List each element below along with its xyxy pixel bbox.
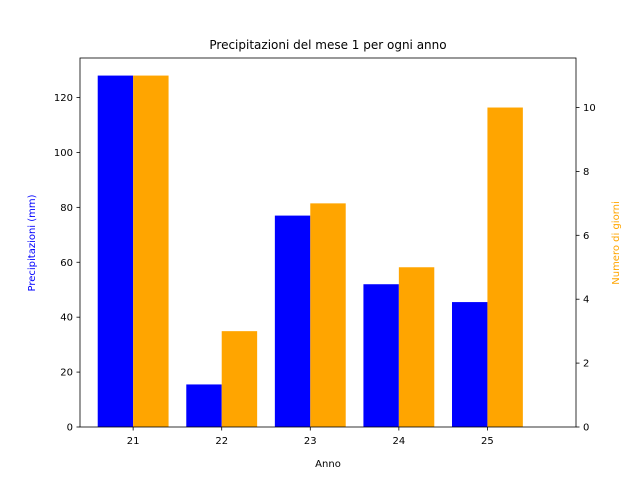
x-tick-label-24: 24 [392, 436, 405, 447]
bar-giorni-24 [398, 267, 435, 427]
y-right-tick-label-8: 8 [583, 167, 589, 178]
y-left-tick-label-100: 100 [54, 148, 73, 159]
x-tick-label-25: 25 [481, 436, 494, 447]
y-right-tick-label-10: 10 [583, 103, 596, 114]
y-axis-label-left: Precipitazioni (mm) [27, 194, 38, 291]
y-right-tick-label-0: 0 [583, 423, 589, 434]
y-left-tick-label-60: 60 [60, 258, 73, 269]
bar-precipitazioni-23 [274, 215, 311, 427]
y-right-tick-label-2: 2 [583, 359, 589, 370]
x-axis-label: Anno [315, 459, 341, 470]
y-right-tick-label-6: 6 [583, 231, 589, 242]
bar-precipitazioni-22 [186, 384, 222, 427]
chart-title: Precipitazioni del mese 1 per ogni anno [209, 38, 446, 52]
bar-precipitazioni-24 [363, 284, 399, 427]
bar-giorni-25 [487, 107, 523, 428]
y-left-tick-label-20: 20 [60, 368, 73, 379]
y-left-tick-label-0: 0 [67, 423, 73, 434]
x-tick-label-23: 23 [304, 436, 317, 447]
bar-precipitazioni-21 [97, 75, 134, 428]
bars-group [97, 75, 523, 428]
y-axis-label-right: Numero di giorni [611, 201, 622, 285]
y-left-tick-label-40: 40 [60, 313, 73, 324]
bar-giorni-21 [133, 75, 169, 428]
y-right-tick-label-4: 4 [583, 295, 589, 306]
bar-giorni-22 [221, 331, 258, 427]
plot-frame [79, 57, 577, 428]
bar-giorni-23 [310, 203, 346, 427]
y-left-tick-label-80: 80 [60, 203, 73, 214]
y-left-tick-label-120: 120 [54, 93, 73, 104]
bar-precipitazioni-25 [452, 302, 488, 427]
x-tick-label-22: 22 [215, 436, 228, 447]
x-tick-label-21: 21 [127, 436, 140, 447]
